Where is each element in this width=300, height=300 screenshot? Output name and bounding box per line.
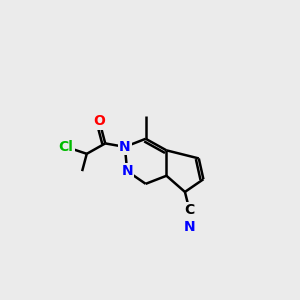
Text: N: N <box>119 140 131 154</box>
Text: Cl: Cl <box>58 140 74 154</box>
Text: C: C <box>184 203 195 218</box>
Text: N: N <box>122 164 133 178</box>
Text: O: O <box>94 115 105 128</box>
Text: N: N <box>184 220 195 234</box>
